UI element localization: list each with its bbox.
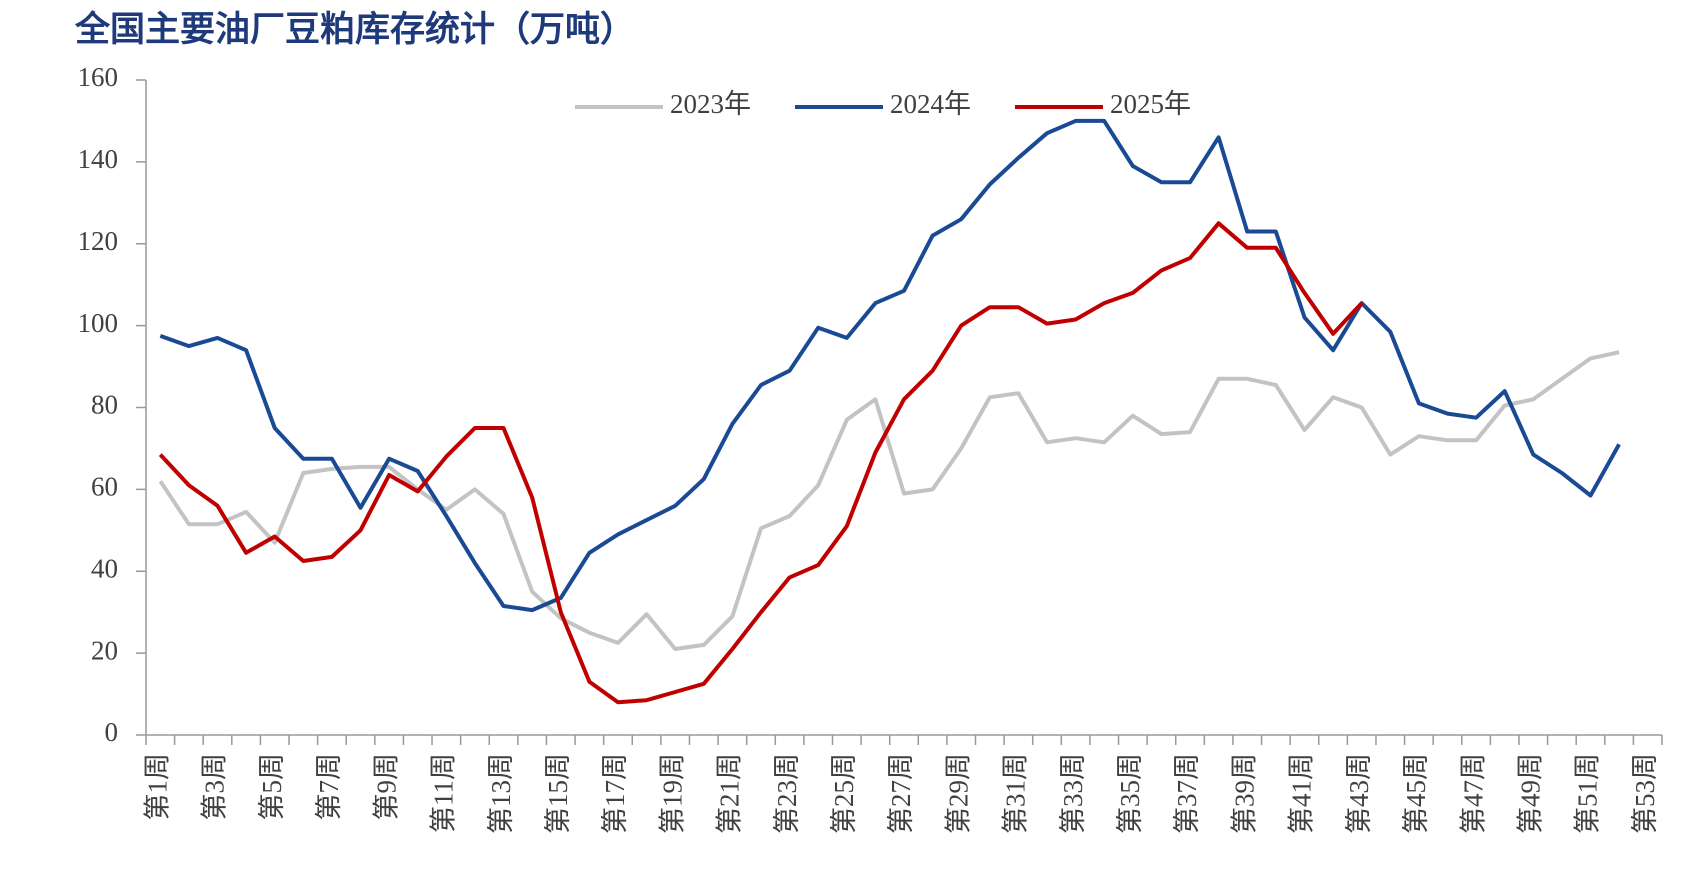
x-tick-label: 第35周 [1115,753,1145,834]
x-tick-label: 第43周 [1344,753,1374,834]
x-tick-label: 第23周 [772,753,802,834]
series-line [158,221,1364,705]
x-tick-label: 第21周 [715,753,745,834]
series-line [159,118,1621,613]
x-tick-label: 第39周 [1229,753,1259,834]
y-tick-label: 160 [78,62,119,92]
x-tick-label: 第17周 [600,753,630,834]
series-line [158,350,1620,651]
legend-label: 2023年 [670,89,751,119]
legend-label: 2025年 [1110,89,1191,119]
y-tick-label: 60 [91,472,118,502]
x-tick-label: 第29周 [943,753,973,834]
x-tick-label: 第37周 [1172,753,1202,834]
x-tick-label: 第49周 [1515,753,1545,834]
x-tick-label: 第41周 [1287,753,1317,834]
x-tick-label: 第15周 [543,753,573,834]
x-tick-label: 第33周 [1058,753,1088,834]
x-tick-label: 第5周 [257,753,287,821]
x-tick-label: 第19周 [657,753,687,834]
x-tick-label: 第47周 [1458,753,1488,834]
x-tick-label: 第53周 [1630,753,1660,834]
x-tick-label: 第27周 [886,753,916,834]
y-tick-label: 0 [105,717,119,747]
x-tick-label: 第3周 [200,753,230,821]
y-tick-label: 120 [78,226,119,256]
x-tick-label: 第31周 [1001,753,1031,834]
y-tick-label: 20 [91,635,118,665]
x-tick-label: 第45周 [1401,753,1431,834]
y-tick-label: 80 [91,390,118,420]
chart-title: 全国主要油厂豆粕库存统计（万吨） [74,9,635,49]
x-tick-label: 第11周 [429,753,459,833]
y-tick-label: 100 [78,308,119,338]
legend-label: 2024年 [890,89,971,119]
x-tick-label: 第13周 [486,753,516,834]
x-tick-label: 第9周 [371,753,401,821]
x-tick-label: 第1周 [143,753,173,821]
y-tick-label: 40 [91,553,118,583]
y-tick-label: 140 [78,144,119,174]
x-tick-label: 第7周 [314,753,344,821]
x-tick-label: 第25周 [829,753,859,834]
x-tick-label: 第51周 [1573,753,1603,834]
